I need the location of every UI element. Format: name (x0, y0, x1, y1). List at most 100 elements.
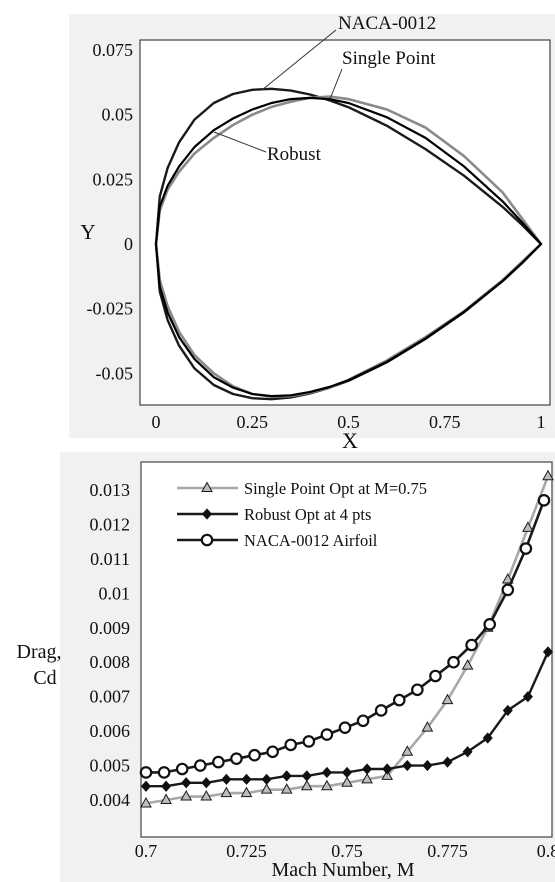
robust-opt-marker (281, 770, 292, 782)
single-point-opt-marker (180, 790, 193, 801)
top-y-tick-label: -0.025 (87, 299, 134, 319)
naca-0012-airfoil-marker (392, 693, 406, 707)
bottom-y-tick-label: 0.008 (90, 652, 131, 672)
single-point-opt-marker (260, 783, 273, 794)
robust-opt-marker (422, 759, 433, 772)
bottom-x-tick-label: 0.75 (331, 841, 363, 861)
naca-0012-airfoil-marker (302, 735, 316, 748)
robust-opt-marker (161, 780, 172, 792)
top-x-axis-label: X (342, 428, 358, 453)
legend-marker (200, 533, 214, 547)
robust-opt-marker (522, 691, 533, 703)
top-y-tick-label: 0.05 (102, 105, 134, 125)
robust-opt-marker (181, 777, 192, 789)
single-point-opt-marker (501, 573, 514, 584)
top-y-tick-label: 0.025 (93, 169, 134, 189)
single-point-opt-marker (361, 772, 373, 784)
single-point-opt-marker (140, 796, 152, 808)
single-point-opt-marker (341, 776, 353, 787)
robust-opt-marker (341, 766, 353, 779)
bottom-y-axis-label-line1: Drag, (17, 641, 62, 663)
legend: Single Point Opt at M=0.75 Robust Opt at … (177, 479, 427, 550)
robust-opt-marker (482, 732, 493, 744)
legend-marker (201, 508, 213, 520)
robust-opt-marker (261, 773, 272, 785)
naca-0012-airfoil-marker (411, 683, 424, 697)
robust-opt-marker (382, 763, 393, 775)
top-plot-area (139, 39, 551, 406)
top-y-axis-label: Y (80, 220, 95, 244)
single-point-opt-marker (280, 783, 293, 794)
single-point-opt-marker (200, 790, 213, 801)
airfoil-curve-3 (154, 96, 543, 398)
robust-opt-marker (321, 766, 332, 779)
single-point-opt-marker (522, 521, 534, 532)
single-point-opt-marker (441, 693, 454, 705)
robust-opt-marker (140, 780, 152, 792)
single-point-opt-marker (300, 779, 313, 791)
top-x-tick-label: 0.25 (237, 412, 269, 432)
annotation-single-point: Single Point (342, 48, 436, 69)
bottom-y-tick-label: 0.01 (99, 583, 131, 603)
naca-0012-airfoil-marker (266, 745, 279, 759)
drag-series (139, 469, 554, 808)
single-point-opt-marker (240, 786, 253, 798)
bottom-x-tick-label: 0.725 (226, 841, 267, 861)
bottom-x-tick-label: 0.775 (427, 841, 468, 861)
bottom-y-tick-label: 0.004 (90, 790, 131, 810)
naca-0012-airfoil-marker (248, 748, 261, 762)
legend-entry-single-point-opt: Single Point Opt at M=0.75 (244, 479, 427, 498)
robust-opt-marker (462, 746, 473, 758)
bottom-y-tick-label: 0.009 (90, 618, 131, 638)
robust-opt-marker (442, 756, 453, 768)
bottom-y-tick-label: 0.012 (90, 514, 131, 534)
annotation-line-robust (213, 131, 267, 153)
naca-0012-airfoil-marker (139, 766, 153, 779)
naca-0012-airfoil-marker (193, 759, 207, 772)
top-x-tick-label: 0 (152, 412, 161, 432)
single-point-opt-marker (401, 745, 414, 756)
naca-0012-airfoil-marker (320, 728, 334, 741)
legend-entry-robust-opt: Robust Opt at 4 pts (244, 505, 371, 524)
airfoil-shape-chart: 0 0.25 0.5 0.75 1 0.075 0.05 0.025 0 -0.025 -0.05… (69, 13, 555, 453)
top-y-tick-label: -0.05 (96, 363, 134, 383)
naca-0012-airfoil-marker (374, 704, 388, 717)
naca-0012-airfoil-marker (447, 655, 460, 669)
robust-opt-marker (502, 704, 513, 717)
bottom-y-tick-label: 0.013 (90, 480, 131, 500)
top-x-tick-label: 0.75 (429, 412, 461, 432)
naca-0012-airfoil-marker (338, 721, 352, 734)
legend-marker (201, 481, 213, 492)
single-point-opt-marker (542, 469, 554, 481)
naca-0012-airfoil-marker (483, 618, 497, 631)
naca-0012-airfoil-marker (465, 638, 478, 652)
bottom-y-tick-label: 0.006 (90, 721, 131, 741)
single-point-opt-marker (381, 769, 394, 780)
annotation-line-naca (261, 29, 337, 91)
bottom-x-tick-label: 0.7 (135, 841, 158, 861)
top-y-tick-label: 0 (124, 234, 133, 254)
bottom-y-axis-label-line2: Cd (33, 667, 56, 689)
bottom-x-tick-labels: 0.7 0.725 0.75 0.775 0.8 (135, 841, 555, 861)
robust-opt-marker (301, 770, 312, 782)
robust-opt-marker (221, 773, 232, 785)
bottom-y-tick-labels: 0.013 0.012 0.011 0.01 0.009 0.008 0.007 0.006 0… (90, 480, 131, 810)
annotation-line-single-point (329, 68, 343, 100)
top-x-tick-label: 1 (537, 412, 546, 432)
bottom-y-tick-label: 0.005 (90, 756, 131, 776)
single-point-opt-marker (461, 659, 474, 670)
bottom-x-axis-label: Mach Number, M (271, 859, 414, 881)
bottom-y-tick-label: 0.007 (90, 687, 131, 707)
robust-opt-marker (241, 773, 252, 785)
naca-0012-airfoil-marker (501, 583, 515, 597)
top-y-tick-label: 0.075 (93, 40, 134, 60)
naca-0012-airfoil-marker (212, 755, 225, 769)
single-point-opt-marker (321, 779, 333, 791)
naca-0012-airfoil-marker (429, 669, 442, 683)
single-point-opt-marker (421, 721, 434, 732)
top-y-tick-labels: 0.075 0.05 0.025 0 -0.025 -0.05 (87, 40, 134, 383)
top-x-tick-label: 0.5 (337, 412, 360, 432)
bottom-x-tick-label: 0.8 (537, 841, 555, 861)
robust-opt-marker (542, 646, 554, 658)
robust-opt-marker (362, 763, 373, 775)
